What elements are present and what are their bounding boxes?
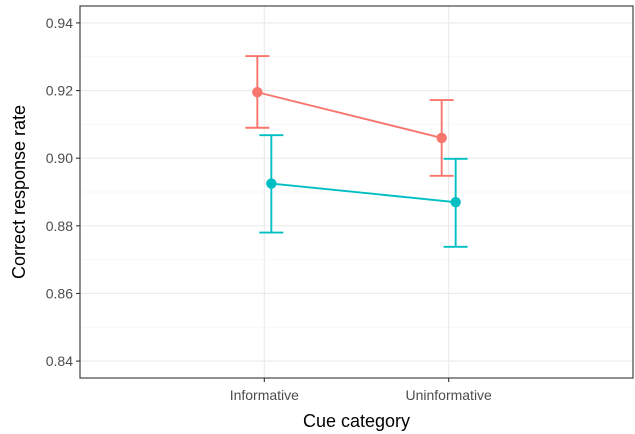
series-line: [257, 91, 442, 139]
grid: [80, 6, 633, 378]
x-tick-label: Informative: [230, 387, 299, 403]
series-1: [245, 55, 454, 177]
y-tick-label: 0.86: [46, 285, 73, 301]
series-line: [271, 182, 456, 204]
panel-border: [79, 5, 634, 379]
y-tick-label: 0.88: [46, 218, 73, 234]
series-layer: [245, 55, 468, 248]
y-axis-title: Correct response rate: [9, 105, 29, 279]
y-tick-label: 0.92: [46, 83, 73, 99]
y-tick-label: 0.90: [46, 150, 73, 166]
axes: 0.84 0.86 0.88 0.90 0.92 0.94 Informative Uninf…: [46, 15, 492, 403]
data-point: [252, 87, 263, 98]
x-axis-title: Cue category: [303, 411, 410, 431]
data-point: [436, 132, 447, 144]
x-tick-label: Uninformative: [405, 387, 492, 403]
data-point: [266, 178, 277, 189]
y-tick-label: 0.84: [46, 353, 73, 369]
series-2: [259, 134, 468, 248]
y-tick-label: 0.94: [46, 15, 73, 31]
data-point: [450, 196, 461, 208]
